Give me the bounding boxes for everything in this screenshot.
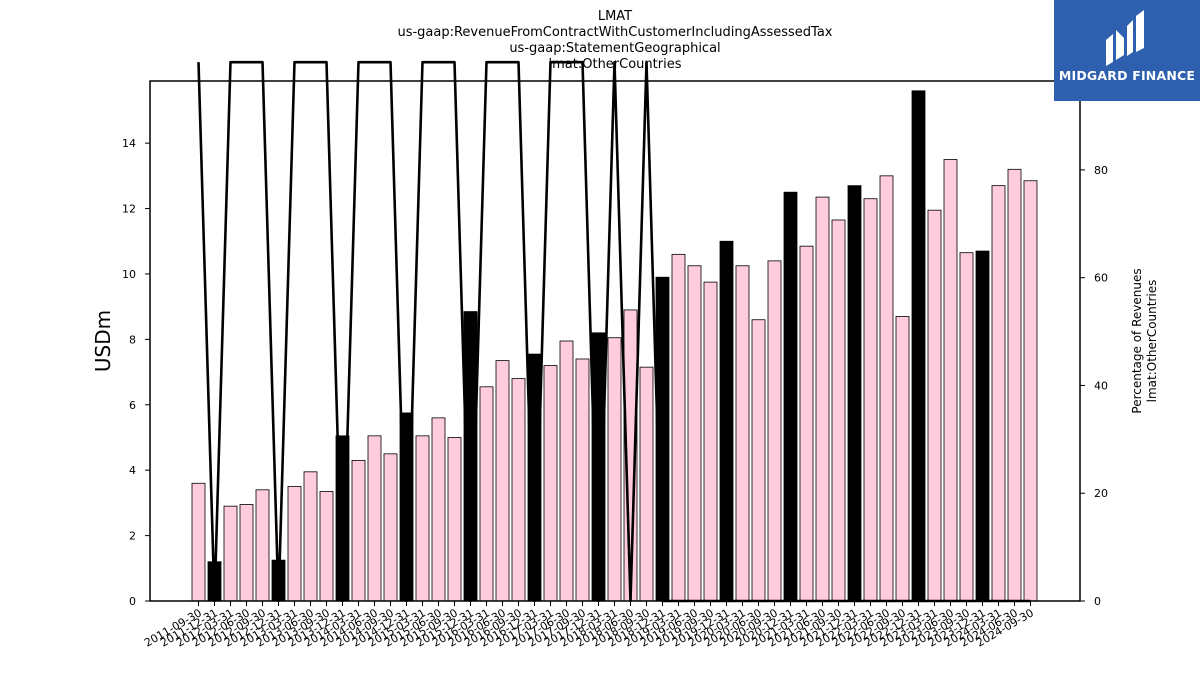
bar-2013-03-31 (287, 486, 302, 602)
bar-2018-03-31 (607, 337, 622, 602)
bar-2023-09-30 (959, 252, 974, 602)
y-right-tick-label-80: 80 (1094, 164, 1108, 177)
bar-2014-06-30 (367, 435, 382, 602)
bar-2022-12-31 (911, 90, 926, 602)
logo-text: MIDGARD FINANCE (1058, 68, 1196, 83)
bar-2020-03-31 (735, 265, 750, 602)
bar-2021-09-30 (831, 219, 846, 602)
bar-2023-06-30 (943, 159, 958, 602)
bar-2024-03-31 (991, 185, 1006, 602)
bar-2021-12-31 (847, 185, 862, 602)
bar-2012-09-30 (255, 489, 270, 602)
bar-2023-03-31 (927, 209, 942, 602)
y-axis-label-left: USDm (91, 310, 115, 372)
bar-2012-06-30 (239, 504, 254, 602)
bar-2014-03-31 (351, 459, 366, 602)
y-right-tick-label-20: 20 (1094, 487, 1108, 500)
y-axis-right: 020406080100 (1080, 56, 1115, 608)
brand-logo: MIDGARD FINANCE (1054, 0, 1200, 101)
y-left-tick-label-8: 8 (129, 333, 136, 346)
bar-2021-06-30 (815, 196, 830, 602)
bar-2016-09-30 (511, 378, 526, 602)
bar-2022-03-31 (863, 198, 878, 602)
title-line-2: us-gaap:RevenueFromContractWithCustomerI… (397, 25, 832, 40)
bar-2018-09-30 (639, 366, 654, 602)
bar-2024-09-30 (1023, 180, 1038, 602)
bar-2019-03-31 (671, 253, 686, 602)
bar-2024-06-30 (1007, 168, 1022, 602)
bar-2019-06-30 (687, 265, 702, 602)
bar-2015-03-31 (415, 435, 430, 602)
bar-2023-12-31 (975, 250, 990, 602)
bar-2017-06-30 (559, 340, 574, 602)
bar-2013-09-30 (319, 491, 334, 602)
bar-2014-09-30 (383, 453, 398, 602)
bar-2011-09-30 (191, 482, 206, 602)
bar-series (191, 90, 1038, 602)
bar-2017-03-31 (543, 365, 558, 602)
logo-mark-icon (1106, 10, 1144, 66)
bar-2022-06-30 (879, 175, 894, 602)
y-axis-label-right-line-2: lmat:OtherCountries (1145, 280, 1159, 403)
y-left-tick-label-12: 12 (122, 203, 136, 216)
bar-2019-09-30 (703, 281, 718, 602)
bar-2020-09-30 (767, 260, 782, 602)
y-left-tick-label-2: 2 (129, 530, 136, 543)
title-line-1: LMAT (598, 9, 632, 24)
bar-2015-06-30 (431, 417, 446, 602)
title-line-3: us-gaap:StatementGeographical (509, 41, 720, 56)
y-left-tick-label-14: 14 (122, 137, 136, 150)
bar-2016-03-31 (479, 386, 494, 602)
y-right-tick-label-40: 40 (1094, 379, 1108, 392)
y-axis-label-right-line-1: Percentage of Revenues (1130, 268, 1144, 413)
bar-2020-06-30 (751, 319, 766, 602)
y-left-tick-label-10: 10 (122, 268, 136, 281)
bar-2019-12-31 (719, 240, 734, 602)
x-axis: 2011-09-302011-12-312012-03-312012-06-30… (142, 601, 1036, 650)
bar-2012-03-31 (223, 505, 238, 602)
y-axis-left: 0 2 4 6 8 10 12 14 (122, 137, 150, 608)
y-right-tick-label-60: 60 (1094, 272, 1108, 285)
bar-2022-09-30 (895, 316, 910, 602)
bar-2016-06-30 (495, 360, 510, 602)
bar-2015-09-30 (447, 437, 462, 602)
bar-2021-03-31 (799, 245, 814, 602)
bar-2017-09-30 (575, 358, 590, 602)
bar-2013-06-30 (303, 471, 318, 602)
y-left-tick-label-6: 6 (129, 399, 136, 412)
y-right-tick-label-0: 0 (1094, 595, 1101, 608)
y-left-tick-label-0: 0 (129, 595, 136, 608)
y-left-tick-label-4: 4 (129, 464, 136, 477)
bar-2020-12-31 (783, 191, 798, 602)
